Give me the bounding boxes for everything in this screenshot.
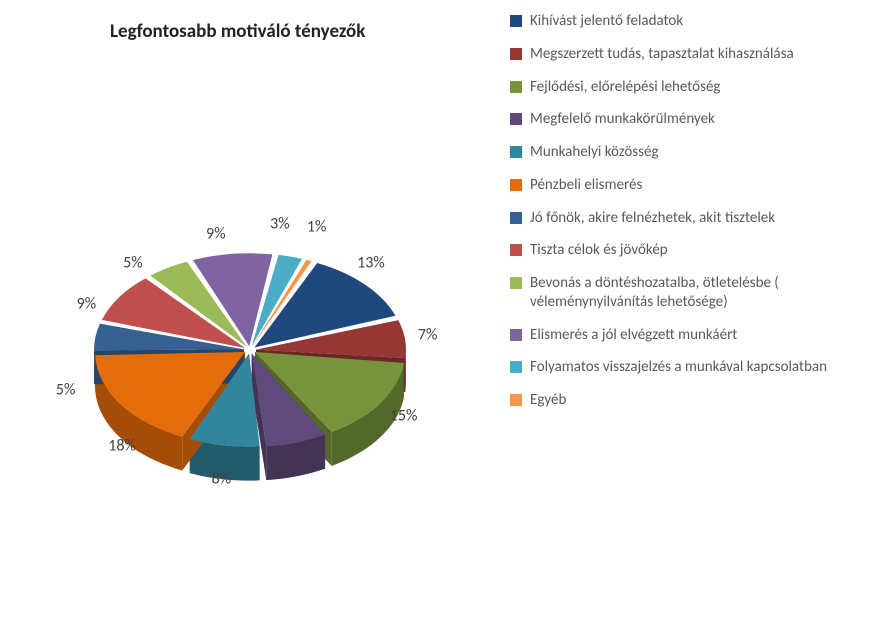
legend-label: Jó főnök, akire felnézhetek, akit tiszte… [530, 209, 860, 228]
legend-label: Megszerzett tudás, tapasztalat kihasznál… [530, 45, 860, 64]
legend-label: Megfelelő munkakörülmények [530, 110, 860, 129]
legend-swatch [510, 244, 522, 256]
pie-slice-label: 15% [390, 406, 418, 425]
pie-slice-label: 13% [357, 254, 385, 273]
legend-item: Egyéb [510, 391, 860, 410]
legend-swatch [510, 179, 522, 191]
legend-item: Megfelelő munkakörülmények [510, 110, 860, 129]
legend-swatch [510, 212, 522, 224]
legend-swatch [510, 329, 522, 341]
pie-chart-area: 13% 7% 15% 7% 8% 18% 5% 9% 5% 9% 3% 1% [0, 150, 500, 550]
legend-swatch [510, 15, 522, 27]
pie-slice-label: 3% [270, 215, 290, 234]
legend-label: Bevonás a döntéshozatalba, ötletelésbe (… [530, 274, 860, 312]
pie-slice-label: 5% [123, 253, 143, 272]
pie-slice-label: 5% [56, 380, 76, 399]
legend: Kihívást jelentő feladatok Megszerzett tu… [510, 12, 860, 424]
legend-label: Folyamatos visszajelzés a munkával kapcs… [530, 358, 860, 377]
legend-label: Kihívást jelentő feladatok [530, 12, 860, 31]
legend-item: Tiszta célok és jövőkép [510, 241, 860, 260]
legend-item: Kihívást jelentő feladatok [510, 12, 860, 31]
pie-slice-label: 7% [265, 456, 285, 475]
legend-swatch [510, 277, 522, 289]
legend-swatch [510, 48, 522, 60]
legend-swatch [510, 361, 522, 373]
legend-item: Pénzbeli elismerés [510, 176, 860, 195]
legend-swatch [510, 146, 522, 158]
legend-label: Pénzbeli elismerés [530, 176, 860, 195]
legend-item: Bevonás a döntéshozatalba, ötletelésbe (… [510, 274, 860, 312]
pie-slice-label: 8% [212, 470, 232, 489]
legend-label: Tiszta célok és jövőkép [530, 241, 860, 260]
legend-label: Egyéb [530, 391, 860, 410]
pie-slice-label: 9% [77, 295, 97, 314]
legend-item: Jó főnök, akire felnézhetek, akit tiszte… [510, 209, 860, 228]
legend-item: Megszerzett tudás, tapasztalat kihasznál… [510, 45, 860, 64]
legend-swatch [510, 394, 522, 406]
legend-swatch [510, 113, 522, 125]
legend-item: Munkahelyi közösség [510, 143, 860, 162]
chart-title: Legfontosabb motiváló tényezők [110, 20, 365, 43]
legend-item: Elismerés a jól elvégzett munkáért [510, 326, 860, 345]
chart-container: Legfontosabb motiváló tényezők 13% 7% 15% 7… [0, 0, 880, 642]
legend-label: Elismerés a jól elvégzett munkáért [530, 326, 860, 345]
pie-slice-label: 9% [206, 224, 226, 243]
pie-slice-label: 1% [307, 218, 327, 237]
legend-label: Fejlődési, előrelépési lehetőség [530, 78, 860, 97]
pie-slice-label: 7% [418, 326, 438, 345]
legend-item: Fejlődési, előrelépési lehetőség [510, 78, 860, 97]
legend-item: Folyamatos visszajelzés a munkával kapcs… [510, 358, 860, 377]
pie-slice-label: 18% [108, 437, 136, 456]
legend-label: Munkahelyi közösség [530, 143, 860, 162]
legend-swatch [510, 81, 522, 93]
